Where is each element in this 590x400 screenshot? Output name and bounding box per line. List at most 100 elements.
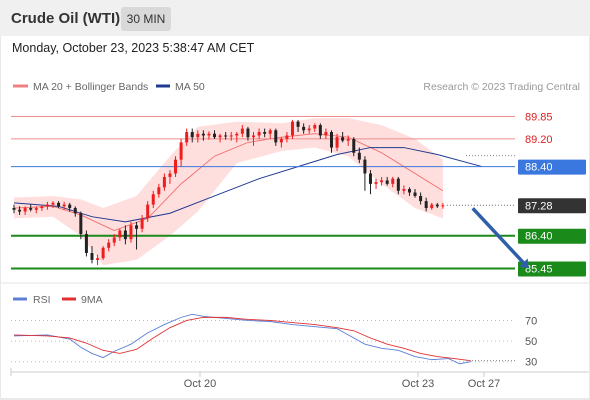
candle-body bbox=[402, 189, 406, 191]
candle-body bbox=[62, 204, 66, 207]
candle-body bbox=[140, 218, 144, 229]
legend-label-ma50: MA 50 bbox=[175, 81, 205, 93]
legend-label-ma20: MA 20 + Bollinger Bands bbox=[33, 81, 148, 93]
series-line-9ma bbox=[13, 316, 471, 362]
candle-body bbox=[123, 230, 127, 240]
interval-badge[interactable]: 30 MIN bbox=[121, 7, 171, 31]
candle-body bbox=[307, 128, 311, 131]
candle-body bbox=[341, 137, 345, 141]
projection-arrow bbox=[471, 207, 525, 264]
support-label: 86.40 bbox=[525, 231, 553, 243]
candle-body bbox=[112, 237, 116, 243]
candle-body bbox=[101, 247, 105, 259]
candle-body bbox=[129, 225, 133, 240]
candle-body bbox=[23, 208, 27, 212]
candle-body bbox=[279, 138, 283, 143]
candle-body bbox=[190, 132, 194, 138]
candle-body bbox=[45, 204, 49, 207]
resistance-label: 89.20 bbox=[525, 134, 553, 146]
candle-body bbox=[151, 194, 155, 205]
candle-body bbox=[357, 152, 361, 160]
candle-body bbox=[374, 182, 378, 184]
candle-body bbox=[185, 132, 189, 143]
candle-body bbox=[346, 138, 350, 141]
candle-body bbox=[201, 133, 205, 136]
candle-body bbox=[435, 204, 439, 207]
candle-body bbox=[291, 121, 294, 136]
projection-arrowhead bbox=[518, 258, 529, 269]
candle-body bbox=[196, 133, 200, 138]
support-tag bbox=[518, 261, 586, 277]
candle-body bbox=[218, 135, 222, 138]
candle-body bbox=[430, 204, 434, 209]
candle-body bbox=[18, 209, 22, 212]
candle-body bbox=[413, 192, 417, 196]
candle-body bbox=[368, 173, 372, 184]
candle-body bbox=[296, 121, 300, 127]
candle-body bbox=[318, 125, 322, 136]
candle-body bbox=[268, 130, 272, 134]
chart-credit: Research © 2023 Trading Central bbox=[423, 81, 580, 93]
candle-body bbox=[213, 133, 217, 138]
last-price-tag bbox=[518, 198, 586, 214]
candle-body bbox=[51, 202, 55, 205]
candle-body bbox=[162, 176, 166, 188]
candle-body bbox=[419, 195, 423, 202]
rsi-tick-label: 30 bbox=[525, 357, 537, 369]
candle-body bbox=[118, 230, 122, 238]
candle-body bbox=[257, 132, 261, 136]
candle-body bbox=[424, 201, 428, 209]
candle-body bbox=[313, 125, 317, 129]
candle-body bbox=[34, 208, 38, 210]
legend-label-9ma: 9MA bbox=[81, 294, 103, 306]
candle-body bbox=[240, 128, 244, 134]
last-price-label: 87.28 bbox=[525, 200, 553, 212]
candle-body bbox=[329, 132, 333, 148]
candle-body bbox=[96, 258, 100, 260]
report-date: Monday, October 23, 2023 5:38:47 AM CET bbox=[12, 41, 255, 55]
rsi-tick-label: 70 bbox=[525, 315, 537, 327]
candle-body bbox=[363, 159, 367, 174]
candle-body bbox=[302, 126, 306, 131]
x-tick-label: Oct 20 bbox=[184, 378, 216, 390]
ma50-line bbox=[13, 147, 483, 223]
ma20-line bbox=[13, 133, 444, 232]
candle-body bbox=[179, 142, 183, 160]
candle-body bbox=[135, 225, 139, 229]
candle-body bbox=[229, 135, 233, 137]
candle-body bbox=[396, 178, 400, 191]
rsi-tick-label: 50 bbox=[525, 336, 537, 348]
candle-body bbox=[352, 138, 356, 153]
candle-body bbox=[107, 242, 111, 248]
candle-body bbox=[68, 204, 72, 209]
candle-body bbox=[263, 132, 267, 134]
candle-body bbox=[324, 132, 328, 136]
candle-body bbox=[73, 208, 77, 214]
candle-body bbox=[57, 202, 61, 207]
pivot-label: 88.40 bbox=[525, 162, 553, 174]
candle-body bbox=[285, 135, 289, 139]
x-tick-label: Oct 27 bbox=[468, 378, 500, 390]
candle-body bbox=[385, 180, 389, 184]
candle-body bbox=[168, 173, 172, 177]
candle-body bbox=[380, 180, 384, 183]
support-tag bbox=[518, 228, 586, 244]
candle-body bbox=[157, 187, 161, 195]
x-tick-label: Oct 23 bbox=[402, 378, 434, 390]
candle-body bbox=[29, 208, 33, 210]
candle-body bbox=[146, 204, 150, 219]
instrument-title: Crude Oil (WTI) bbox=[11, 10, 121, 27]
pivot-tag bbox=[518, 159, 586, 175]
candle-body bbox=[246, 128, 250, 138]
candle-body bbox=[441, 205, 445, 207]
candle-body bbox=[207, 133, 211, 136]
candle-body bbox=[335, 137, 339, 148]
series-line-rsi bbox=[13, 313, 471, 365]
candle-body bbox=[79, 213, 83, 234]
candle-body bbox=[235, 133, 239, 136]
candle-body bbox=[90, 252, 94, 260]
candle-body bbox=[252, 135, 256, 138]
bollinger-band bbox=[14, 118, 443, 266]
candle-body bbox=[224, 135, 228, 137]
